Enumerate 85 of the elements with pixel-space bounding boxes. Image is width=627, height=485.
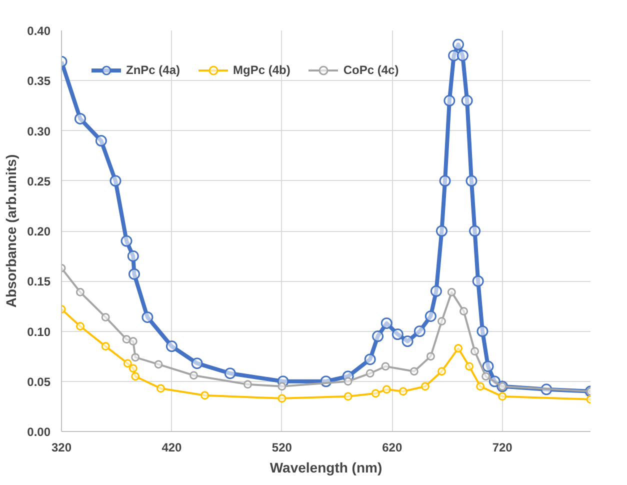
- point: [127, 250, 139, 262]
- legend-label: CoPc (4c): [343, 63, 399, 77]
- point: [460, 306, 468, 316]
- point: [466, 175, 478, 187]
- y-axis-title: Absorbance (arb.units): [3, 154, 20, 308]
- point: [128, 268, 140, 280]
- legend-label: ZnPc (4a): [126, 63, 180, 77]
- point: [74, 112, 86, 124]
- point: [154, 360, 163, 369]
- point: [278, 382, 286, 391]
- legend-label: MgPc (4b): [233, 63, 290, 77]
- point: [476, 382, 485, 391]
- point: [472, 275, 484, 287]
- point: [470, 347, 480, 356]
- point: [200, 391, 210, 400]
- point: [364, 354, 376, 366]
- point: [278, 394, 286, 403]
- y-tick-label: 0.25: [27, 174, 51, 188]
- point: [95, 135, 107, 147]
- point: [424, 310, 436, 322]
- point: [382, 385, 391, 394]
- y-tick-label: 0.20: [27, 224, 51, 238]
- x-tick-label: 420: [162, 440, 182, 454]
- point: [430, 285, 442, 297]
- point: [482, 360, 494, 372]
- x-tick-label: 720: [492, 440, 513, 454]
- point: [444, 94, 456, 106]
- point: [123, 359, 132, 368]
- point: [452, 38, 464, 50]
- point: [402, 336, 414, 348]
- x-axis-title: Wavelength (nm): [270, 460, 382, 476]
- point: [101, 312, 110, 322]
- point: [454, 344, 462, 353]
- y-tick-label: 0.00: [27, 425, 51, 439]
- point: [447, 288, 456, 296]
- point: [122, 335, 131, 344]
- point: [156, 384, 165, 393]
- point: [131, 353, 140, 362]
- point: [380, 317, 392, 329]
- point: [439, 175, 451, 187]
- y-tick-label: 0.10: [27, 324, 51, 339]
- point: [142, 311, 154, 323]
- point: [498, 392, 507, 401]
- point: [476, 326, 488, 337]
- point: [398, 387, 408, 396]
- y-tick-label: 0.30: [27, 124, 51, 138]
- point: [191, 358, 203, 370]
- point: [392, 328, 404, 340]
- x-tick-label: 520: [272, 440, 292, 454]
- point: [437, 316, 446, 326]
- point: [128, 364, 138, 373]
- point: [482, 372, 490, 381]
- y-tick-label: 0.05: [27, 374, 51, 389]
- point: [410, 367, 418, 376]
- point: [414, 326, 426, 337]
- point: [131, 372, 140, 381]
- point: [461, 94, 473, 106]
- point: [469, 225, 481, 237]
- point: [456, 50, 468, 62]
- point: [101, 342, 110, 351]
- y-tick-label: 0.35: [27, 74, 51, 88]
- y-tick-label: 0.15: [27, 274, 51, 289]
- point: [372, 330, 384, 342]
- point: [371, 389, 380, 398]
- x-tick-label: 620: [382, 440, 402, 454]
- point: [426, 352, 435, 361]
- point: [465, 362, 474, 371]
- point: [110, 175, 122, 187]
- point: [420, 382, 430, 391]
- point: [120, 235, 132, 247]
- point: [366, 369, 374, 378]
- y-tick-label: 0.40: [27, 24, 51, 38]
- point: [76, 288, 84, 296]
- x-tick-label: 320: [51, 440, 72, 454]
- point: [190, 371, 198, 380]
- point: [344, 377, 352, 386]
- point: [244, 380, 252, 389]
- point: [436, 225, 448, 237]
- point: [128, 337, 138, 346]
- point: [76, 322, 84, 330]
- point: [224, 368, 236, 380]
- point: [437, 367, 446, 376]
- point: [381, 362, 390, 371]
- point: [344, 392, 352, 401]
- point: [166, 340, 178, 352]
